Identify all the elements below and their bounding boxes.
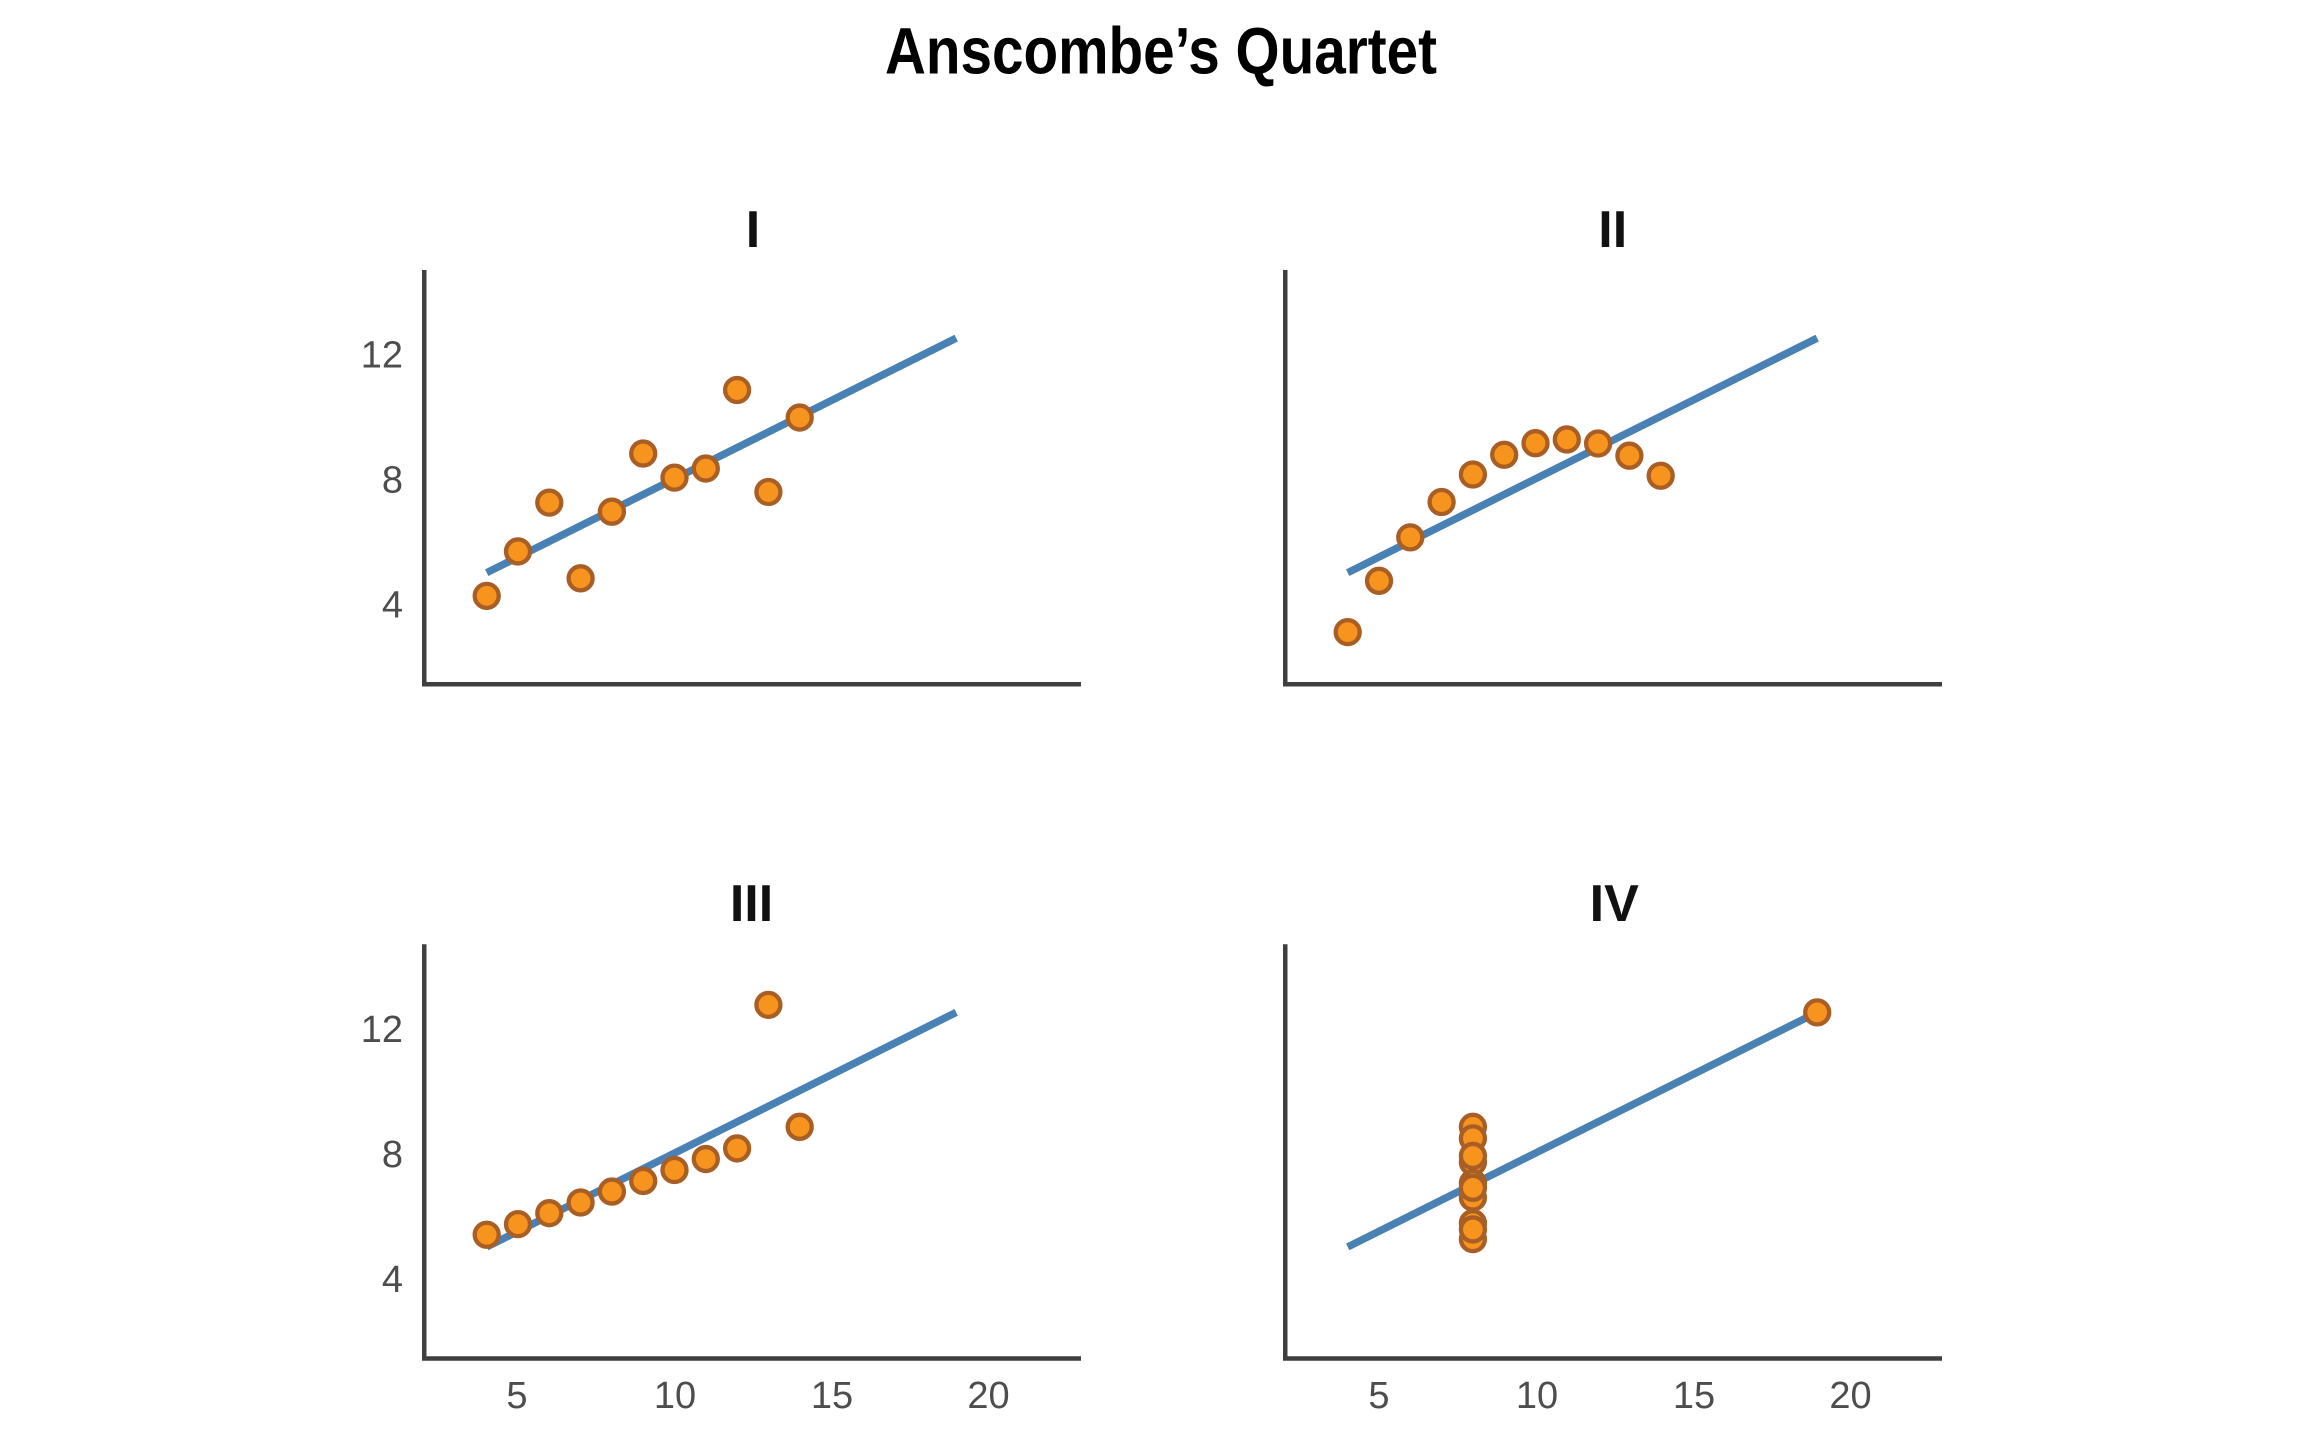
- svg-text:Anscombe’s Quartet: Anscombe’s Quartet: [885, 14, 1437, 88]
- svg-text:4: 4: [382, 1259, 403, 1301]
- svg-text:I: I: [746, 201, 760, 259]
- svg-text:20: 20: [1829, 1375, 1871, 1417]
- svg-text:15: 15: [1673, 1375, 1715, 1417]
- svg-text:5: 5: [506, 1375, 527, 1417]
- svg-text:8: 8: [382, 460, 403, 502]
- svg-text:5: 5: [1368, 1375, 1389, 1417]
- svg-text:III: III: [730, 875, 773, 933]
- svg-text:10: 10: [654, 1375, 696, 1417]
- svg-text:12: 12: [361, 335, 403, 377]
- svg-text:II: II: [1598, 201, 1627, 259]
- svg-text:4: 4: [382, 585, 403, 627]
- svg-text:8: 8: [382, 1134, 403, 1176]
- svg-text:12: 12: [361, 1009, 403, 1051]
- svg-text:10: 10: [1516, 1375, 1558, 1417]
- svg-text:20: 20: [967, 1375, 1009, 1417]
- svg-text:IV: IV: [1590, 875, 1639, 933]
- svg-text:15: 15: [811, 1375, 853, 1417]
